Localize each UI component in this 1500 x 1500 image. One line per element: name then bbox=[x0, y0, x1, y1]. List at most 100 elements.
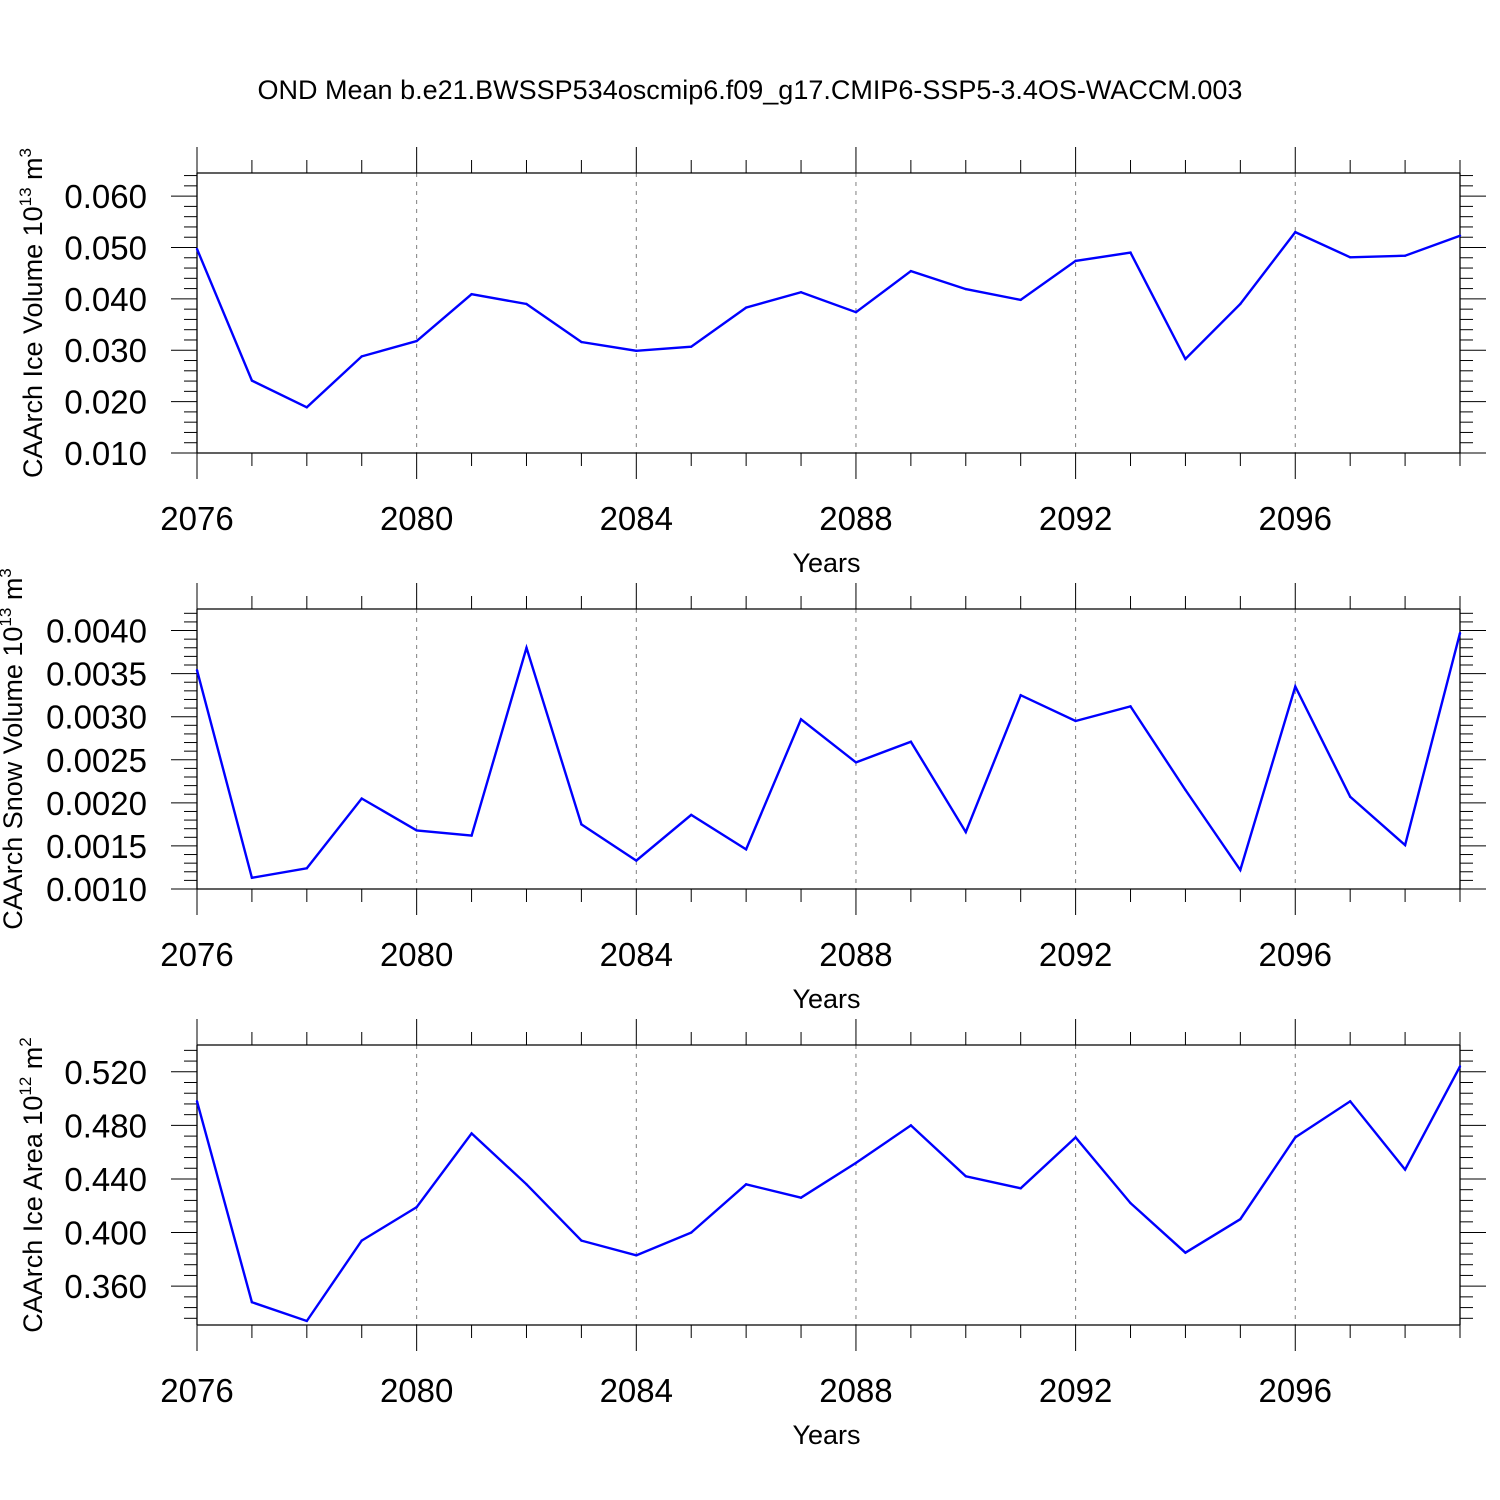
y-axis-title-unit: m bbox=[0, 578, 28, 608]
data-point bbox=[690, 1231, 693, 1234]
data-point bbox=[1403, 843, 1407, 847]
data-point bbox=[690, 345, 693, 348]
data-point bbox=[635, 859, 638, 862]
data-point bbox=[250, 379, 254, 382]
y-axis-title-text: CAArch Snow Volume 10 bbox=[0, 627, 28, 930]
data-point bbox=[744, 306, 748, 309]
y-tick-label: 0.020 bbox=[64, 384, 147, 421]
data-point bbox=[415, 1205, 418, 1209]
data-point bbox=[525, 646, 528, 649]
data-point bbox=[1403, 254, 1407, 257]
x-tick-label: 2088 bbox=[819, 500, 892, 537]
y-tick-label: 0.0020 bbox=[46, 785, 147, 822]
x-tick-label: 2088 bbox=[819, 1372, 892, 1409]
data-point bbox=[1348, 256, 1352, 259]
series-line bbox=[195, 1065, 1462, 1323]
y-tick-label: 0.360 bbox=[64, 1268, 147, 1305]
data-point bbox=[1074, 259, 1077, 263]
y-tick-label: 0.0025 bbox=[46, 742, 147, 779]
series-line bbox=[195, 632, 1462, 880]
x-tick-label: 2080 bbox=[380, 1372, 453, 1409]
data-point bbox=[525, 302, 528, 306]
data-point bbox=[580, 1239, 583, 1242]
data-point bbox=[964, 287, 967, 291]
data-point bbox=[1074, 1136, 1077, 1139]
x-tick-label: 2096 bbox=[1259, 936, 1332, 973]
y-tick-label: 0.030 bbox=[64, 332, 147, 369]
data-point bbox=[470, 1132, 473, 1135]
x-axis-title: Years bbox=[792, 984, 860, 1014]
data-point bbox=[195, 247, 199, 251]
x-axis-title: Years bbox=[792, 1420, 860, 1450]
y-axis-title: CAArch Snow Volume 1013 m3 bbox=[0, 568, 28, 930]
y-axis-title-unit: m bbox=[18, 157, 48, 187]
data-point bbox=[360, 1239, 363, 1242]
y-axis-title-text: CAArch Ice Volume 10 bbox=[18, 206, 48, 478]
data-point bbox=[744, 848, 748, 851]
data-point bbox=[580, 340, 583, 344]
data-point bbox=[1019, 1187, 1022, 1190]
data-point bbox=[1019, 298, 1022, 302]
data-point bbox=[305, 867, 309, 870]
data-point bbox=[1458, 234, 1462, 237]
x-tick-label: 2096 bbox=[1259, 1372, 1332, 1409]
data-point bbox=[1184, 788, 1187, 792]
x-tick-label: 2080 bbox=[380, 936, 453, 973]
y-axis-title-unit-exponent: 3 bbox=[0, 568, 15, 577]
y-tick-label: 0.060 bbox=[64, 178, 147, 215]
panels-container: 2076 2080 2084 2088 2092 2096 Years 0.010 0.020 0… bbox=[0, 147, 1486, 1450]
y-tick-label: 0.0010 bbox=[46, 871, 147, 908]
data-point bbox=[909, 740, 913, 743]
series-line bbox=[195, 230, 1461, 409]
y-axis-title-exponent: 13 bbox=[0, 608, 15, 627]
data-point bbox=[799, 290, 803, 294]
data-point bbox=[964, 830, 967, 834]
x-tick-label: 2084 bbox=[600, 936, 673, 973]
y-axis-title-exponent: 13 bbox=[16, 187, 35, 206]
x-tick-label: 2084 bbox=[600, 1372, 673, 1409]
y-axis-title-unit: m bbox=[18, 1047, 48, 1077]
data-point bbox=[1403, 1168, 1407, 1171]
data-point bbox=[854, 311, 858, 314]
data-point bbox=[799, 1196, 803, 1199]
data-point bbox=[635, 349, 638, 352]
figure-title: OND Mean b.e21.BWSSP534oscmip6.f09_g17.C… bbox=[258, 75, 1243, 105]
y-tick-label: 0.0035 bbox=[46, 656, 147, 693]
x-tick-label: 2076 bbox=[160, 936, 233, 973]
data-point bbox=[1239, 868, 1242, 872]
data-point bbox=[964, 1175, 967, 1178]
y-tick-label: 0.400 bbox=[64, 1215, 147, 1252]
data-point bbox=[250, 876, 254, 879]
data-point bbox=[1294, 685, 1297, 688]
data-point bbox=[1294, 230, 1297, 234]
data-point bbox=[1239, 1217, 1242, 1221]
data-point bbox=[690, 813, 693, 817]
data-point bbox=[305, 1319, 309, 1323]
y-axis-title-unit-exponent: 3 bbox=[16, 148, 35, 157]
chart-panel-1: 2076 2080 2084 2088 2092 2096 Years 0.010 0.020 0… bbox=[16, 147, 1486, 578]
data-point bbox=[525, 1183, 528, 1186]
data-point bbox=[1458, 631, 1462, 635]
data-point bbox=[1458, 1065, 1462, 1068]
x-tick-label: 2092 bbox=[1039, 500, 1112, 537]
data-point bbox=[1348, 795, 1352, 799]
x-tick-label: 2088 bbox=[819, 936, 892, 973]
y-tick-label: 0.040 bbox=[64, 281, 147, 318]
chart-panel-3: 2076 2080 2084 2088 2092 2096 Years 0.360 0.400 0… bbox=[16, 1019, 1486, 1450]
y-axis-title-unit-exponent: 2 bbox=[16, 1037, 35, 1046]
y-tick-label: 0.0015 bbox=[46, 828, 147, 865]
data-point bbox=[1129, 1201, 1132, 1205]
data-point bbox=[415, 339, 418, 343]
x-tick-label: 2084 bbox=[600, 500, 673, 537]
data-point bbox=[580, 823, 583, 826]
data-point bbox=[1184, 1251, 1187, 1254]
y-tick-label: 0.440 bbox=[64, 1161, 147, 1198]
data-point bbox=[909, 1124, 913, 1127]
data-point bbox=[470, 834, 473, 837]
data-point bbox=[1184, 357, 1187, 361]
chart-panel-2: 2076 2080 2084 2088 2092 2096 Years 0.0010 0.001… bbox=[0, 568, 1486, 1014]
data-point bbox=[415, 829, 418, 832]
y-tick-label: 0.010 bbox=[64, 435, 147, 472]
